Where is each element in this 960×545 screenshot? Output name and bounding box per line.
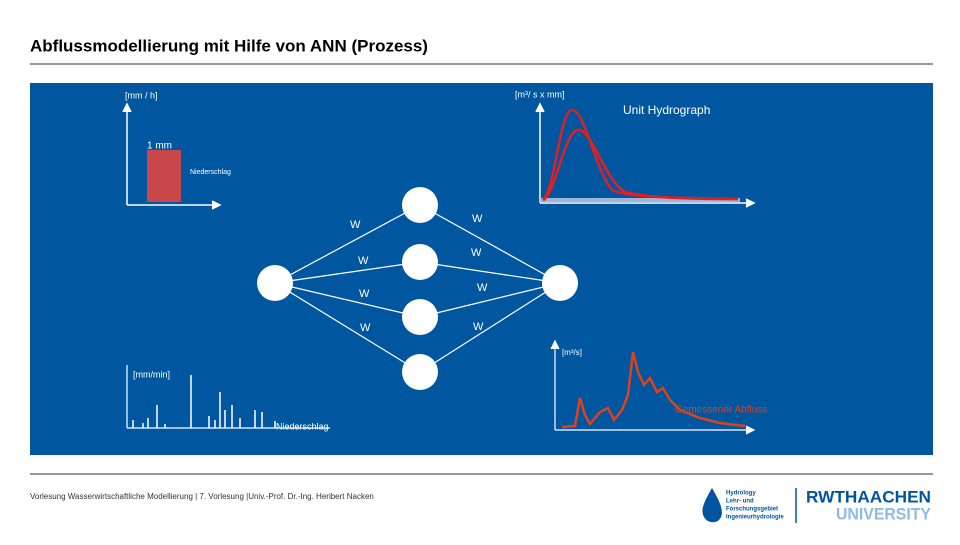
panel — [30, 83, 933, 455]
pulse-caption: Niederschlag — [190, 169, 231, 176]
weight: W — [359, 288, 370, 300]
rain-label: Niederschlag — [276, 421, 329, 431]
weight: W — [471, 247, 482, 259]
pulse-bar — [147, 150, 181, 202]
uh-axes — [535, 102, 756, 208]
rain-chart — [126, 365, 330, 429]
pulse-label: 1 mm — [147, 141, 172, 152]
footer-text: Vorlesung Wasserwirtschaftliche Modellie… — [30, 492, 374, 501]
uh-curves — [542, 108, 739, 202]
logo-line: Lehr- und — [726, 499, 754, 505]
logo-line: Forschungsgebiet — [726, 507, 778, 513]
logo-left: Hydrology Lehr- und Forschungsgebiet Ing… — [726, 491, 784, 521]
runoff-label: Gemessener Abfluss — [675, 405, 767, 416]
weight: W — [477, 282, 488, 294]
weight: W — [350, 219, 361, 231]
weight: W — [358, 255, 369, 267]
uh-label: Unit Hydrograph — [623, 103, 710, 117]
weight: W — [472, 213, 483, 225]
weight: W — [360, 322, 371, 334]
network-nodes — [257, 187, 578, 390]
logo-line: Hydrology — [726, 491, 756, 497]
axis-unit: [mm / h] — [125, 90, 158, 100]
slide-title: Abflussmodellierung mit Hilfe von ANN (P… — [30, 36, 428, 55]
network-links — [274, 204, 561, 373]
logo-right: UNIVERSITY — [836, 504, 932, 523]
runoff-curve — [561, 351, 746, 429]
weight: W — [473, 321, 484, 333]
axis-unit: [m³/ s x mm] — [515, 89, 565, 99]
logo-right: RWTHAACHEN — [806, 487, 931, 506]
weights: W W W W W W W W — [350, 213, 488, 334]
axis-unit: [mm/min] — [133, 369, 170, 379]
unit-pulse — [122, 102, 222, 210]
logo-drop — [702, 488, 722, 523]
logo-line: Ingenieurhydrologie — [726, 515, 784, 521]
axis-unit: [m³/s] — [562, 348, 582, 357]
runoff-chart — [550, 339, 756, 435]
